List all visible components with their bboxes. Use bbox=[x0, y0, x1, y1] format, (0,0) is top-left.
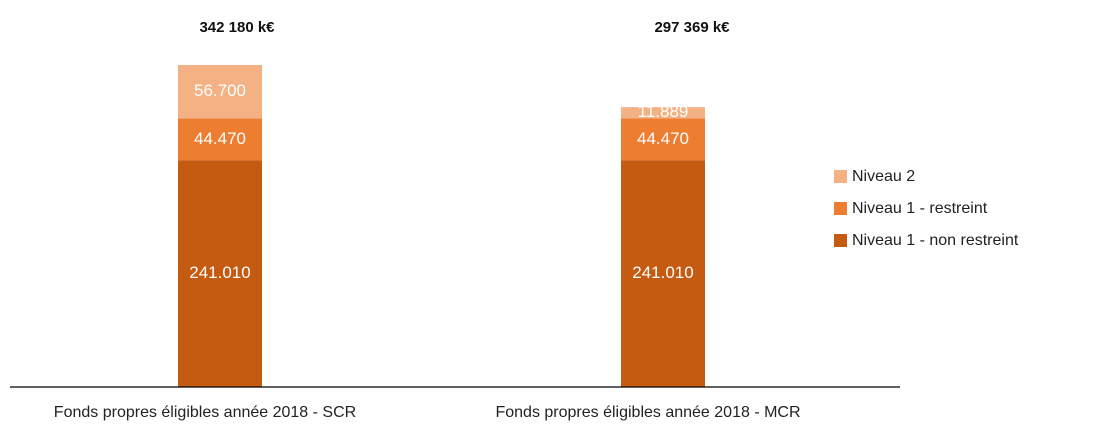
legend-label: Niveau 1 - non restreint bbox=[852, 232, 1019, 249]
legend-label: Niveau 1 - restreint bbox=[852, 200, 988, 217]
data-label: 241.010 bbox=[632, 263, 693, 282]
bar-segment bbox=[178, 65, 262, 119]
legend-swatch bbox=[834, 202, 847, 215]
data-label: 44.470 bbox=[194, 129, 246, 148]
legend-swatch bbox=[834, 170, 847, 183]
bar-segment bbox=[621, 160, 705, 387]
legend-label: Niveau 2 bbox=[852, 168, 915, 185]
data-label: 0 bbox=[658, 379, 667, 398]
category-label: Fonds propres éligibles année 2018 - SCR bbox=[54, 404, 356, 421]
total-label: 297 369 k€ bbox=[654, 19, 730, 36]
legend-swatch bbox=[834, 234, 847, 247]
bar-segment bbox=[178, 160, 262, 387]
data-label: 44.470 bbox=[637, 129, 689, 148]
data-label: 11.889 bbox=[638, 102, 689, 121]
bar-segment bbox=[621, 107, 705, 119]
data-label: 56.700 bbox=[194, 81, 246, 100]
data-label: 0 bbox=[215, 379, 224, 398]
total-label: 342 180 k€ bbox=[199, 19, 275, 36]
bar-segment bbox=[178, 118, 262, 161]
bar-segment bbox=[621, 118, 705, 161]
data-label: 241.010 bbox=[189, 263, 250, 282]
category-label: Fonds propres éligibles année 2018 - MCR bbox=[495, 404, 800, 421]
